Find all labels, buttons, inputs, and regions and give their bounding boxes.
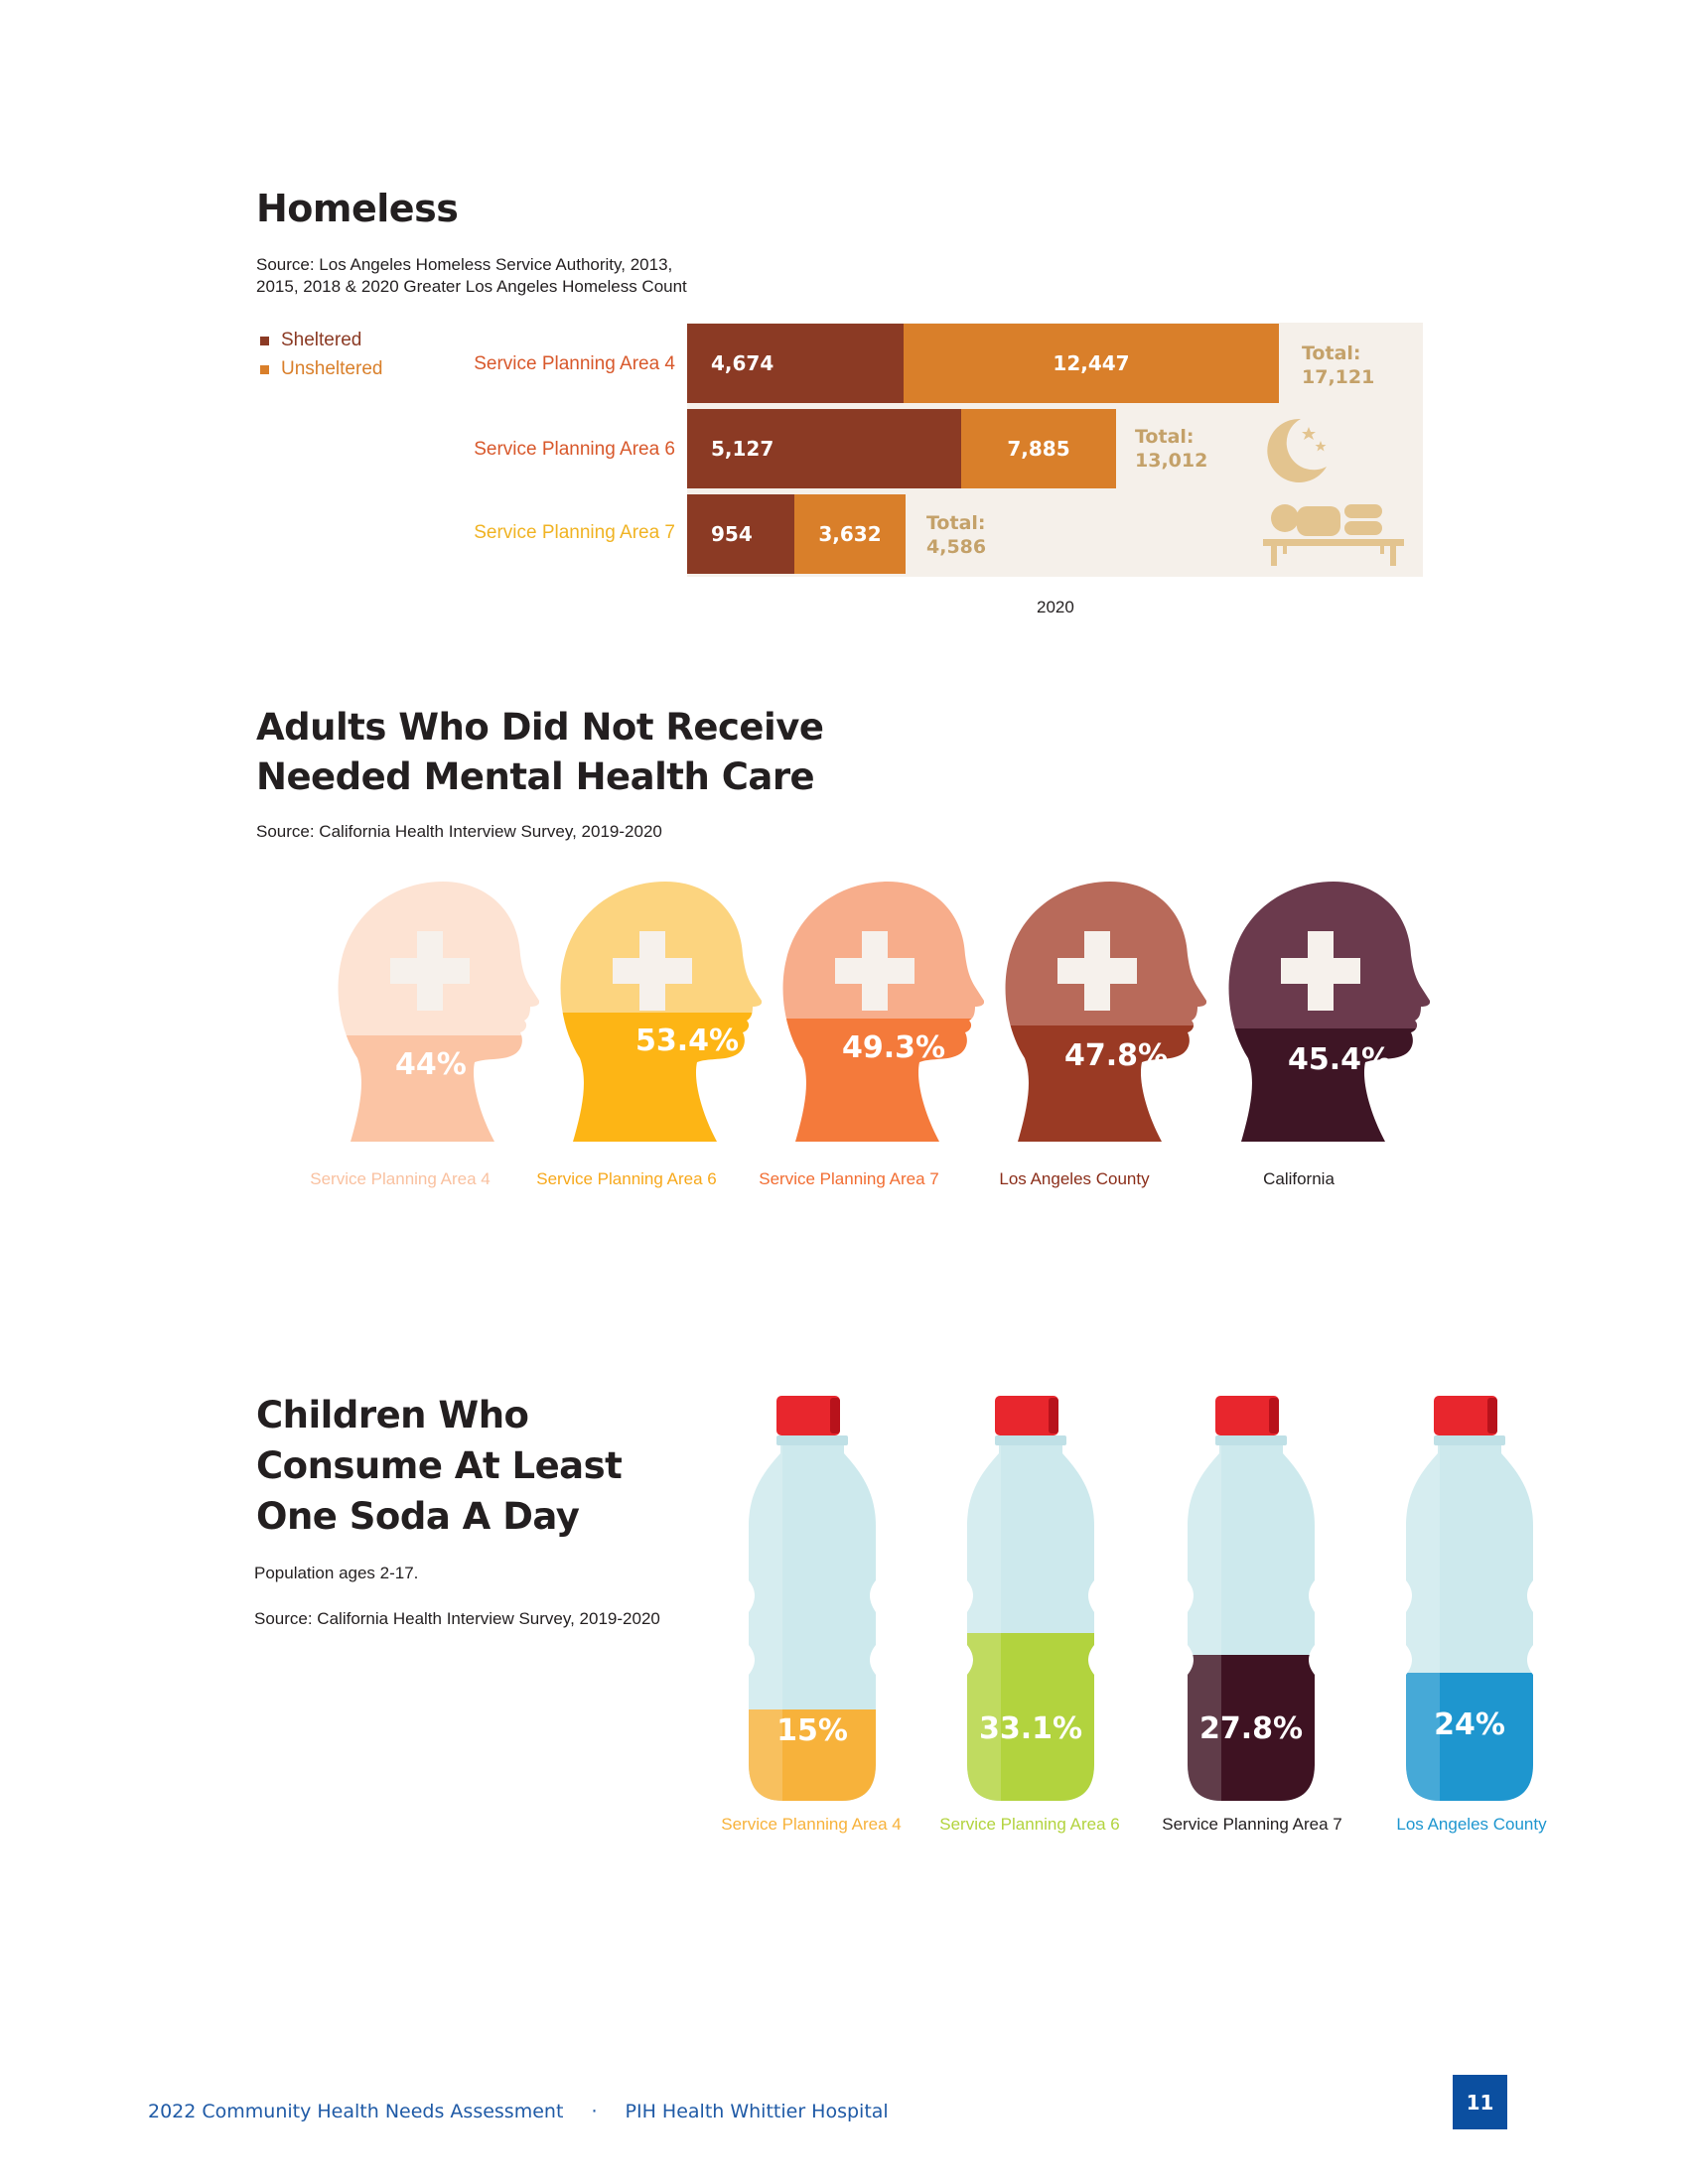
- head-label: Los Angeles County: [999, 1169, 1150, 1188]
- row-label-spa4: Service Planning Area 4: [474, 353, 675, 374]
- head-figure: 47.8%: [1003, 882, 1206, 1142]
- head-figure: 44%: [336, 882, 539, 1142]
- medical-cross-icon: [1057, 931, 1137, 1011]
- mental-health-title-line-1: Adults Who Did Not Receive: [256, 706, 824, 749]
- bottle-cap-icon: [995, 1396, 1058, 1435]
- head-icon: [560, 882, 762, 1142]
- head-figure: 45.4%: [1226, 882, 1430, 1142]
- bottle-cap-icon: [1434, 1396, 1497, 1435]
- total-label-spa4: Total:: [1302, 342, 1361, 364]
- soda-population-note: Population ages 2-17.: [254, 1564, 419, 1582]
- soda-title: Children Who Consume At Least One Soda A…: [256, 1390, 623, 1542]
- homeless-year-label: 2020: [1037, 598, 1074, 616]
- medical-cross-icon: [835, 931, 914, 1011]
- soda-title-line-3: One Soda A Day: [256, 1495, 580, 1538]
- total-value-spa6: 13,012: [1135, 450, 1208, 472]
- head-label: Service Planning Area 4: [310, 1169, 491, 1188]
- bottle-figure: 27.8%: [1182, 1392, 1321, 1807]
- bottle-icon: [967, 1396, 1094, 1801]
- head-percent-value: 53.4%: [635, 1024, 740, 1058]
- bottle-label: Service Planning Area 4: [721, 1815, 902, 1834]
- legend-label-unsheltered: Unsheltered: [281, 358, 383, 379]
- mental-health-source: Source: California Health Interview Surv…: [256, 822, 662, 841]
- soda-title-line-1: Children Who: [256, 1394, 529, 1436]
- total-label-spa6: Total:: [1135, 426, 1195, 448]
- head-label: Service Planning Area 6: [536, 1169, 717, 1188]
- head-figure: 53.4%: [558, 882, 762, 1142]
- bottle-percent-value: 27.8%: [1198, 1711, 1304, 1746]
- head-percent-value: 47.8%: [1064, 1038, 1169, 1073]
- homeless-title: Homeless: [256, 187, 459, 230]
- bar-unsheltered-spa7: 3,632: [794, 494, 906, 574]
- total-spa4: Total: 17,121: [1302, 341, 1374, 389]
- bar-sheltered-spa6: 5,127: [687, 409, 961, 488]
- bottle-percent-value: 24%: [1434, 1707, 1505, 1742]
- legend-swatch-sheltered: [260, 336, 269, 345]
- homeless-source: Source: Los Angeles Homeless Service Aut…: [256, 254, 687, 298]
- page-number: 11: [1453, 2075, 1507, 2129]
- footer-hospital-name: PIH Health Whittier Hospital: [625, 2101, 889, 2122]
- footer-document-title: 2022 Community Health Needs Assessment: [148, 2101, 564, 2122]
- total-spa7: Total: 4,586: [926, 511, 986, 559]
- head-icon: [1005, 882, 1206, 1142]
- head-percent-value: 44%: [395, 1047, 467, 1082]
- head-label: Service Planning Area 7: [759, 1169, 939, 1188]
- head-icon: [338, 882, 539, 1142]
- bottle-icon: [749, 1396, 876, 1801]
- head-percent-value: 49.3%: [842, 1030, 946, 1065]
- bottle-figure: 33.1%: [961, 1392, 1100, 1807]
- medical-cross-icon: [1281, 931, 1360, 1011]
- bottle-figure: 24%: [1400, 1392, 1539, 1807]
- footer: 2022 Community Health Needs Assessment ·…: [148, 2101, 889, 2122]
- bar-unsheltered-spa4: 12,447: [904, 324, 1279, 403]
- bar-sheltered-spa7: 954: [687, 494, 794, 574]
- bottle-cap-icon: [776, 1396, 840, 1435]
- mental-health-title: Adults Who Did Not Receive Needed Mental…: [256, 703, 824, 802]
- medical-cross-icon: [613, 931, 692, 1011]
- legend-unsheltered: Unsheltered: [260, 358, 382, 380]
- mental-health-title-line-2: Needed Mental Health Care: [256, 755, 815, 798]
- bar-unsheltered-spa6: 7,885: [961, 409, 1116, 488]
- bottle-icon: [1406, 1396, 1533, 1801]
- legend-swatch-unsheltered: [260, 364, 269, 374]
- total-value-spa4: 17,121: [1302, 366, 1375, 388]
- head-icon: [1228, 882, 1430, 1142]
- head-percent-value: 45.4%: [1288, 1042, 1392, 1077]
- medical-cross-icon: [390, 931, 470, 1011]
- head-figure: 49.3%: [780, 882, 984, 1142]
- head-icon: [782, 882, 984, 1142]
- footer-separator: ·: [591, 2101, 598, 2122]
- row-label-spa6: Service Planning Area 6: [474, 439, 675, 460]
- bottle-icon: [1188, 1396, 1315, 1801]
- total-value-spa7: 4,586: [926, 536, 987, 558]
- soda-title-line-2: Consume At Least: [256, 1444, 623, 1487]
- bottle-label: Service Planning Area 6: [939, 1815, 1120, 1834]
- bottle-figure: 15%: [743, 1392, 882, 1807]
- legend-sheltered: Sheltered: [260, 330, 361, 351]
- homeless-source-line-1: Source: Los Angeles Homeless Service Aut…: [256, 255, 673, 274]
- legend-label-sheltered: Sheltered: [281, 330, 362, 350]
- soda-source: Source: California Health Interview Surv…: [254, 1609, 660, 1628]
- row-label-spa7: Service Planning Area 7: [474, 522, 675, 543]
- bottle-label: Los Angeles County: [1396, 1815, 1547, 1834]
- bottle-cap-icon: [1215, 1396, 1279, 1435]
- bar-sheltered-spa4: 4,674: [687, 324, 904, 403]
- total-spa6: Total: 13,012: [1135, 425, 1207, 473]
- bottle-percent-value: 15%: [776, 1713, 848, 1748]
- moon-stars-icon: [1267, 418, 1327, 482]
- total-label-spa7: Total:: [926, 512, 986, 534]
- person-sleeping-on-bench-icon: [1263, 504, 1404, 566]
- bottle-label: Service Planning Area 7: [1162, 1815, 1342, 1834]
- bottle-percent-value: 33.1%: [978, 1711, 1083, 1746]
- homeless-source-line-2: 2015, 2018 & 2020 Greater Los Angeles Ho…: [256, 277, 687, 296]
- head-label: California: [1263, 1169, 1335, 1188]
